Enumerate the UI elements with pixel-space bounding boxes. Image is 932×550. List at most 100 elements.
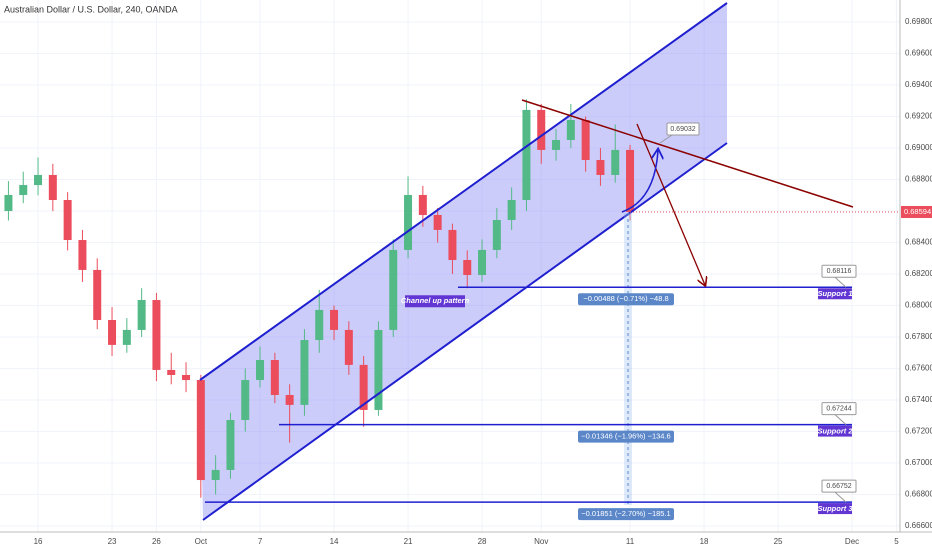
up-arrow <box>621 150 658 213</box>
candle-body <box>300 340 309 405</box>
y-tick-label: 0.68200 <box>905 269 932 278</box>
candle-body <box>344 329 353 365</box>
x-tick-label: 18 <box>700 537 709 546</box>
pattern-label-box <box>405 295 465 308</box>
channel-upper <box>199 2 728 381</box>
candle-body <box>359 364 368 410</box>
support-label: Support 3 <box>818 504 854 513</box>
x-tick-label: 14 <box>330 537 339 546</box>
x-tick-label: 5 <box>894 537 899 546</box>
x-tick-label: Nov <box>534 537 548 546</box>
candle-body <box>152 300 161 370</box>
candle-body <box>137 300 146 330</box>
y-tick-label: 0.67800 <box>905 332 932 341</box>
value-callout-box <box>821 264 857 278</box>
candle-body <box>566 120 575 141</box>
candle-body <box>182 374 191 381</box>
y-tick-label: 0.69200 <box>905 112 932 121</box>
value-callout-box <box>821 402 857 416</box>
x-tick-label: 7 <box>258 537 263 546</box>
candle-body <box>241 380 250 421</box>
candle-body <box>507 200 516 221</box>
candle-body <box>448 229 457 261</box>
value-callout: 0.66752 <box>826 483 851 490</box>
candle-body <box>34 174 43 186</box>
candle-body <box>537 109 546 150</box>
candle-body <box>389 249 398 330</box>
x-tick-label: 21 <box>404 537 413 546</box>
y-tick-label: 0.68000 <box>905 301 932 310</box>
measure-box <box>578 508 674 521</box>
x-tick-label: Oct <box>195 537 208 546</box>
candle-body <box>330 309 339 330</box>
candle-body <box>93 269 102 321</box>
value-callout-box <box>821 479 857 493</box>
measure-label: −0.01346 (−1.96%) −134.6 <box>581 432 670 441</box>
candle-body <box>478 249 487 275</box>
x-tick-label: 23 <box>108 537 117 546</box>
support-label: Support 2 <box>818 427 854 436</box>
value-callout: 0.67244 <box>826 405 851 412</box>
support-label: Support 1 <box>818 289 853 298</box>
pattern-label: Channel up pattern <box>401 296 470 305</box>
measure-box <box>578 293 674 306</box>
last-price-label: 0.68594 <box>904 207 931 216</box>
candle-body <box>270 360 279 395</box>
y-tick-label: 0.68800 <box>905 175 932 184</box>
last-price-box <box>901 205 932 218</box>
candle-body <box>433 214 442 230</box>
candle-body <box>4 194 13 212</box>
y-tick-label: 0.68400 <box>905 238 932 247</box>
candle-body <box>122 329 131 345</box>
candle-body <box>626 149 635 212</box>
resistance-line <box>521 99 854 208</box>
y-tick-label: 0.67400 <box>905 395 932 404</box>
chart-title: Australian Dollar / U.S. Dollar, 240, OA… <box>4 4 178 14</box>
candle-body <box>78 240 87 270</box>
candle-body <box>285 394 294 405</box>
callout-pointer <box>834 414 847 425</box>
candle-body <box>108 320 117 345</box>
measure-label: −0.00488 (−0.71%) −48.8 <box>583 294 668 303</box>
y-tick-label: 0.67000 <box>905 458 932 467</box>
y-tick-label: 0.66600 <box>905 521 932 530</box>
candle-body <box>374 329 383 410</box>
candle-body <box>48 174 57 201</box>
candle-body <box>63 200 72 241</box>
y-tick-label: 0.69600 <box>905 49 932 58</box>
x-tick-label: 26 <box>152 537 161 546</box>
x-tick-label: Dec <box>845 537 859 546</box>
y-tick-label: 0.66800 <box>905 490 932 499</box>
candle-body <box>596 160 605 175</box>
target-callout: 0.69032 <box>670 126 695 133</box>
y-tick-label: 0.69800 <box>905 17 932 26</box>
candle-body <box>552 140 561 150</box>
candle-body <box>256 360 265 381</box>
x-tick-label: 16 <box>34 537 43 546</box>
callout-pointer <box>834 276 847 288</box>
support-label-box <box>818 288 852 300</box>
target-callout-box <box>666 122 700 136</box>
candle-body <box>581 120 590 161</box>
measure-box <box>578 430 674 443</box>
y-tick-label: 0.69400 <box>905 80 932 89</box>
x-tick-label: 28 <box>478 537 487 546</box>
y-tick-label: 0.67200 <box>905 427 932 436</box>
candle-body <box>19 185 28 195</box>
candle-body <box>463 260 472 275</box>
measure-label: −0.01851 (−2.70%) −185.1 <box>581 509 670 518</box>
x-tick-label: 25 <box>774 537 783 546</box>
y-tick-label: 0.67600 <box>905 364 932 373</box>
candle-body <box>211 469 220 481</box>
candle-body <box>492 220 501 250</box>
channel-lower <box>202 142 728 521</box>
candle-body <box>315 309 324 341</box>
y-tick-label: 0.69000 <box>905 143 932 152</box>
callout-pointer <box>659 134 673 144</box>
candle-body <box>611 149 620 175</box>
x-tick-label: 11 <box>626 537 635 546</box>
candle-body <box>226 420 235 470</box>
value-callout: 0.68116 <box>827 268 852 275</box>
down-arrow <box>636 123 705 285</box>
